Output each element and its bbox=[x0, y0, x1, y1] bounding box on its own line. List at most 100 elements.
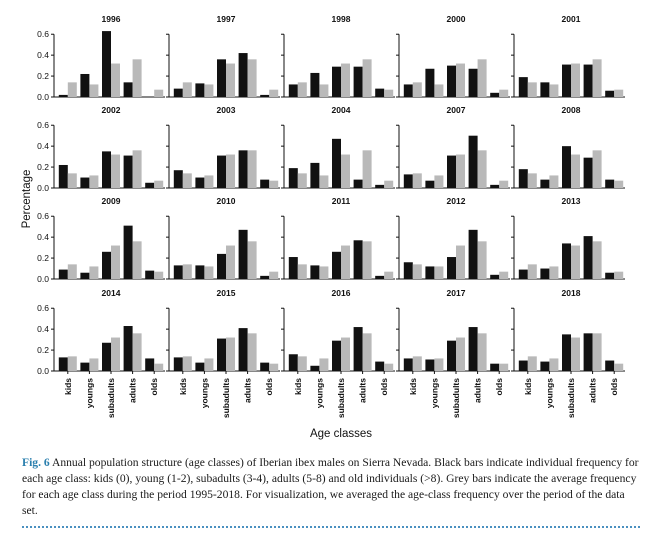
y-axis-label: Percentage bbox=[21, 170, 33, 229]
panel-1997: 1997 bbox=[166, 14, 280, 98]
bar-average-subadults bbox=[226, 154, 235, 188]
panel-1996: 1996 0.0 0.2 0.4 0.6 bbox=[37, 14, 165, 102]
bar-average-olds bbox=[269, 180, 279, 188]
bar-average-olds bbox=[269, 89, 279, 97]
x-tick-label: adults bbox=[473, 378, 483, 403]
bar-individual-kids bbox=[58, 357, 68, 371]
x-tick-label: youngs bbox=[314, 378, 324, 408]
figure-caption-text: Annual population structure (age classes… bbox=[22, 456, 639, 517]
y-tick-label: 0.4 bbox=[37, 324, 49, 334]
bar-average-kids bbox=[412, 82, 422, 97]
bar-average-subadults bbox=[111, 154, 120, 188]
bar-individual-adults bbox=[123, 225, 133, 279]
bar-individual-olds bbox=[260, 362, 270, 371]
bar-average-subadults bbox=[226, 245, 235, 279]
bar-individual-adults bbox=[353, 66, 363, 97]
bar-individual-olds bbox=[490, 274, 500, 279]
bar-average-adults bbox=[247, 333, 257, 371]
bar-individual-subadults bbox=[332, 340, 341, 371]
x-tick-label: subadults bbox=[106, 378, 116, 418]
panel-title: 2011 bbox=[332, 196, 351, 206]
bar-individual-youngs bbox=[195, 362, 205, 371]
bar-individual-subadults bbox=[102, 31, 111, 97]
bar-individual-subadults bbox=[102, 151, 111, 188]
bar-individual-adults bbox=[583, 333, 593, 371]
x-tick-label: olds bbox=[494, 378, 504, 396]
bar-average-youngs bbox=[89, 84, 99, 97]
bar-individual-youngs bbox=[80, 73, 90, 97]
panel-title: 2002 bbox=[102, 105, 121, 115]
bar-individual-youngs bbox=[310, 162, 320, 188]
y-tick-label: 0.6 bbox=[37, 29, 49, 39]
panel-title: 2007 bbox=[447, 105, 466, 115]
bar-individual-kids bbox=[173, 170, 183, 188]
bar-average-olds bbox=[384, 180, 394, 188]
bar-individual-adults bbox=[353, 327, 363, 371]
bar-average-olds bbox=[154, 180, 164, 188]
bar-average-kids bbox=[527, 356, 537, 371]
bar-average-kids bbox=[67, 82, 77, 97]
figure-label: Fig. 6 bbox=[22, 456, 50, 469]
bar-average-youngs bbox=[319, 84, 329, 97]
panel-title: 2017 bbox=[447, 288, 466, 298]
bar-average-subadults bbox=[341, 245, 350, 279]
bar-average-adults bbox=[362, 241, 372, 279]
bar-average-kids bbox=[182, 82, 192, 97]
panel-title: 2012 bbox=[447, 196, 466, 206]
bar-individual-youngs bbox=[540, 82, 550, 97]
panel-2009: 2009 0.0 0.2 0.4 0.6 bbox=[37, 196, 165, 284]
bar-average-subadults bbox=[456, 337, 465, 371]
bar-individual-adults bbox=[468, 135, 478, 188]
bar-individual-kids bbox=[518, 360, 528, 371]
y-tick-label: 0.2 bbox=[37, 71, 49, 81]
x-tick-label: olds bbox=[609, 378, 619, 396]
bar-average-olds bbox=[269, 271, 279, 279]
bar-average-subadults bbox=[111, 63, 120, 97]
bar-average-youngs bbox=[204, 84, 214, 97]
panel-title: 2015 bbox=[217, 288, 236, 298]
age-structure-chart: 1996 0.0 0.2 0.4 0.6 1997 1998 2000 2001 2002 0.0 0… bbox=[21, 14, 625, 440]
bar-average-youngs bbox=[89, 266, 99, 279]
bar-average-subadults bbox=[341, 337, 350, 371]
panel-2013: 2013 bbox=[511, 196, 625, 280]
bar-average-kids bbox=[297, 356, 307, 371]
bar-individual-adults bbox=[123, 82, 133, 97]
bar-average-kids bbox=[412, 264, 422, 279]
bar-individual-youngs bbox=[425, 359, 435, 371]
bar-individual-kids bbox=[173, 357, 183, 371]
bar-individual-youngs bbox=[195, 177, 205, 188]
bar-individual-subadults bbox=[102, 342, 111, 371]
panel-title: 2009 bbox=[102, 196, 121, 206]
panel-title: 2003 bbox=[217, 105, 236, 115]
bar-individual-subadults bbox=[217, 338, 226, 371]
bar-average-adults bbox=[132, 333, 142, 371]
x-tick-label: subadults bbox=[221, 378, 231, 418]
bar-individual-adults bbox=[238, 53, 248, 97]
bar-individual-subadults bbox=[562, 243, 571, 279]
bar-average-olds bbox=[614, 271, 624, 279]
bar-individual-adults bbox=[583, 236, 593, 279]
panel-2014: 2014 0.0 0.2 0.4 0.6 bbox=[37, 288, 165, 376]
bar-individual-adults bbox=[353, 240, 363, 279]
panel-2011: 2011 bbox=[281, 196, 395, 280]
panel-title: 2014 bbox=[102, 288, 121, 298]
bar-average-olds bbox=[614, 89, 624, 97]
bar-average-kids bbox=[182, 173, 192, 188]
panel-title: 2010 bbox=[217, 196, 236, 206]
bar-individual-subadults bbox=[217, 253, 226, 279]
bar-average-olds bbox=[384, 89, 394, 97]
panel-2016: 2016 bbox=[281, 288, 395, 374]
panel-title: 1997 bbox=[217, 14, 236, 24]
bar-average-adults bbox=[132, 59, 142, 97]
bar-average-kids bbox=[412, 356, 422, 371]
bar-average-youngs bbox=[549, 175, 559, 188]
bar-average-olds bbox=[154, 89, 164, 97]
bar-individual-kids bbox=[288, 168, 298, 188]
panels-layer: 1996 0.0 0.2 0.4 0.6 1997 1998 2000 2001 2002 0.0 0… bbox=[37, 14, 625, 376]
y-tick-label: 0.4 bbox=[37, 232, 49, 242]
bar-individual-olds bbox=[375, 361, 385, 371]
bar-average-youngs bbox=[549, 358, 559, 371]
bar-individual-subadults bbox=[562, 64, 571, 97]
bar-individual-subadults bbox=[217, 59, 226, 97]
bar-average-subadults bbox=[571, 63, 580, 97]
